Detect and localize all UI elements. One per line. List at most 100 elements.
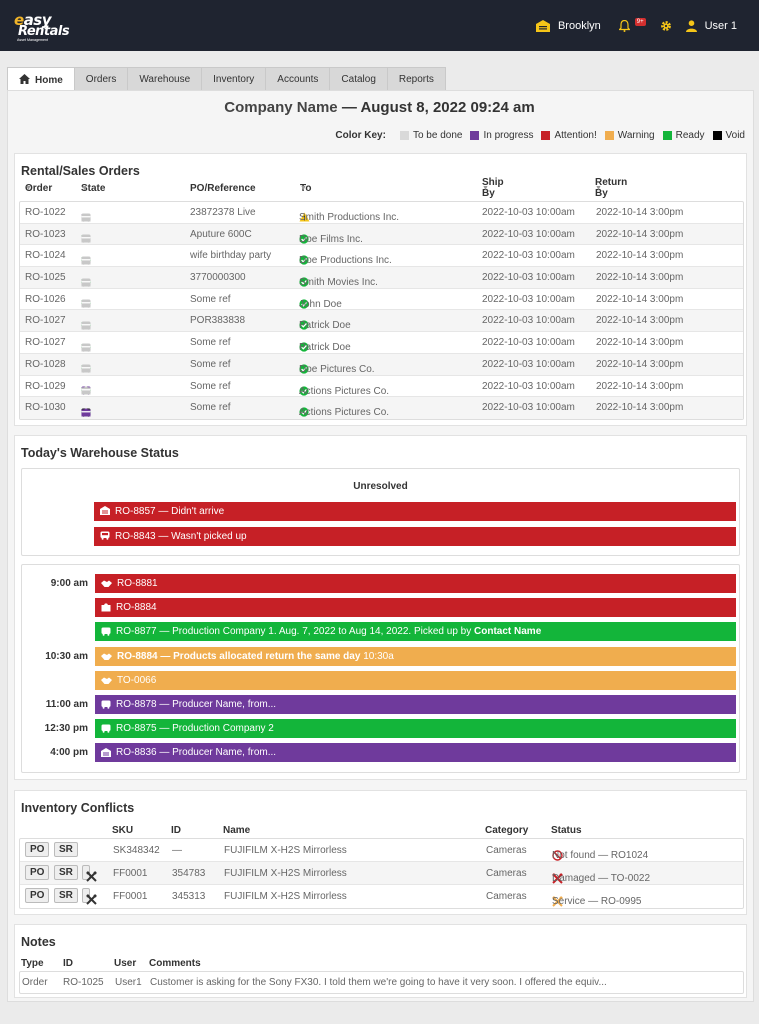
top-bar: easy Rentals Asset Management Brooklyn 9… [0, 0, 759, 51]
unresolved-item[interactable]: RO-8843 — Wasn't picked up [94, 527, 736, 546]
po-button[interactable]: PO [25, 865, 50, 880]
conflict-row: PO SR SK348342 — FUJIFILM X-H2S Mirrorless Ca… [20, 839, 743, 862]
order-po: Some ref [190, 337, 231, 349]
order-row[interactable]: RO-1030 Some ref Actions Pictures Co. 2022-… [20, 397, 743, 419]
schedule-time: 12:30 pm [44, 723, 88, 734]
bell-icon[interactable] [618, 19, 630, 32]
order-row[interactable]: RO-1028 Some ref Doe Pictures Co. 2022-10-0… [20, 353, 743, 376]
invoice-icon [81, 212, 91, 222]
po-button[interactable]: PO [25, 888, 50, 903]
order-po: POR383838 [190, 315, 246, 327]
check-circle-icon [299, 385, 309, 396]
order-return-by: 2022-10-14 3:00pm [596, 228, 684, 240]
order-po: 23872378 Live [190, 207, 256, 218]
tools-icon [86, 894, 97, 905]
conflict-id: — [172, 845, 182, 856]
check-circle-icon [299, 342, 309, 352]
order-id[interactable]: RO-1025 [25, 272, 66, 284]
user-menu[interactable]: User 1 [704, 19, 737, 32]
order-id[interactable]: RO-1026 [25, 293, 66, 305]
schedule-item[interactable]: RO-8884 — Products allocated return the … [95, 647, 736, 666]
handshake-icon [101, 579, 112, 588]
order-id[interactable]: RO-1022 [25, 207, 66, 218]
warehouse-icon[interactable] [535, 19, 550, 32]
tab-orders[interactable]: Orders [74, 67, 129, 91]
gear-icon[interactable] [660, 20, 672, 32]
sr-button[interactable]: SR [54, 865, 78, 880]
check-circle-icon [299, 364, 309, 374]
tab-inventory[interactable]: Inventory [202, 67, 267, 91]
po-button[interactable]: PO [25, 842, 50, 857]
notes-card: Notes Type ID User Comments Order RO-1025… [14, 924, 747, 998]
sr-button[interactable]: SR [54, 888, 78, 903]
schedule-item[interactable]: RO-8836 — Producer Name, from... [95, 743, 736, 762]
swatch-attention [541, 131, 551, 140]
order-row[interactable]: RO-1024 wife birthday party Doe Production… [20, 245, 743, 268]
conflict-id: 345313 [172, 891, 206, 902]
conflict-row: PO SR FF0001 345313 FUJIFILM X-H2S Mirrorles… [20, 885, 743, 908]
invoice-icon [81, 299, 91, 309]
order-id[interactable]: RO-1027 [25, 337, 66, 349]
order-id[interactable]: RO-1029 [25, 380, 66, 392]
order-id[interactable]: RO-1023 [25, 228, 66, 240]
tab-accounts[interactable]: Accounts [266, 67, 331, 91]
truck-icon [100, 531, 110, 543]
schedule-item[interactable]: RO-8878 — Producer Name, from... [95, 695, 736, 714]
order-return-by: 2022-10-14 3:00pm [596, 337, 684, 349]
home-icon [19, 73, 30, 87]
order-row[interactable]: RO-1022 23872378 Live Smith Productions In… [20, 202, 743, 224]
main-tabs: Home Orders Warehouse Inventory Accounts… [7, 67, 446, 92]
order-id[interactable]: RO-1024 [25, 250, 66, 262]
order-id[interactable]: RO-1030 [25, 402, 66, 414]
user-icon[interactable] [685, 19, 697, 32]
note-row[interactable]: Order RO-1025 User1 Customer is asking for … [20, 972, 743, 993]
service-tools-button[interactable] [82, 888, 97, 905]
app-logo[interactable]: easy Rentals Asset Management [14, 11, 70, 42]
order-row[interactable]: RO-1027 Some ref Patrick Doe 2022-10-03 10:… [20, 332, 743, 354]
location-selector[interactable]: Brooklyn [557, 19, 601, 32]
order-row[interactable]: RO-1029 Some ref Actions Pictures Co. 2022-… [20, 376, 743, 398]
order-po: wife birthday party [190, 250, 272, 262]
schedule-item[interactable]: TO-0066 [95, 671, 736, 690]
tab-home[interactable]: Home [7, 67, 75, 92]
order-id[interactable]: RO-1028 [25, 358, 66, 370]
schedule-box: 9:00 am RO-8881 RO-8884 RO-8877 — Productio… [21, 564, 740, 773]
conflict-name: FUJIFILM X-H2S Mirrorless [224, 868, 347, 879]
conflict-id: 354783 [172, 868, 206, 879]
conflicts-card: Inventory Conflicts SKU ID Name Category… [14, 790, 747, 915]
invoice-icon [81, 364, 91, 374]
order-id[interactable]: RO-1027 [25, 315, 66, 327]
conflict-category: Cameras [486, 891, 527, 902]
schedule-time: 9:00 am [50, 578, 88, 589]
note-id[interactable]: RO-1025 [63, 977, 104, 988]
order-po: Aputure 600C [190, 228, 252, 240]
tab-warehouse[interactable]: Warehouse [128, 67, 203, 91]
order-row[interactable]: RO-1027 POR383838 Patrick Doe 2022-10-03 10… [20, 310, 743, 333]
unresolved-box: Unresolved RO-8857 — Didn't arrive RO-88… [21, 468, 740, 556]
conflict-sku: FF0001 [113, 868, 148, 879]
tab-reports[interactable]: Reports [387, 67, 446, 91]
conflict-category: Cameras [486, 868, 527, 879]
order-row[interactable]: RO-1023 Aputure 600C Doe Films Inc. 2022-10… [20, 223, 743, 246]
order-row[interactable]: RO-1026 Some ref John Doe 2022-10-03 10:00a… [20, 289, 743, 311]
schedule-item[interactable]: RO-8881 [95, 574, 736, 593]
unresolved-item[interactable]: RO-8857 — Didn't arrive [94, 502, 736, 521]
order-ship-by: 2022-10-03 10:00am [482, 315, 575, 327]
check-circle-icon [299, 255, 309, 265]
schedule-time: 4:00 pm [50, 747, 88, 758]
order-row[interactable]: RO-1025 3770000300 Smith Movies Inc. 2022-1… [20, 267, 743, 289]
order-return-by: 2022-10-14 3:00pm [596, 293, 684, 305]
schedule-item[interactable]: RO-8877 — Production Company 1. Aug. 7, … [95, 622, 736, 641]
truck-icon [101, 700, 111, 709]
tab-catalog[interactable]: Catalog [330, 67, 388, 91]
schedule-item[interactable]: RO-8884 [95, 598, 736, 617]
conflicts-table: PO SR SK348342 — FUJIFILM X-H2S Mirrorless Ca… [19, 838, 744, 909]
sr-button[interactable]: SR [54, 842, 78, 857]
check-circle-icon [299, 407, 309, 417]
invoice-icon [81, 277, 91, 287]
service-tools-button[interactable] [82, 865, 97, 882]
order-return-by: 2022-10-14 3:00pm [596, 207, 684, 218]
invoice-icon [81, 386, 91, 396]
warehouse-card: Today's Warehouse Status Unresolved RO-8… [14, 435, 747, 780]
schedule-item[interactable]: RO-8875 — Production Company 2 [95, 719, 736, 738]
